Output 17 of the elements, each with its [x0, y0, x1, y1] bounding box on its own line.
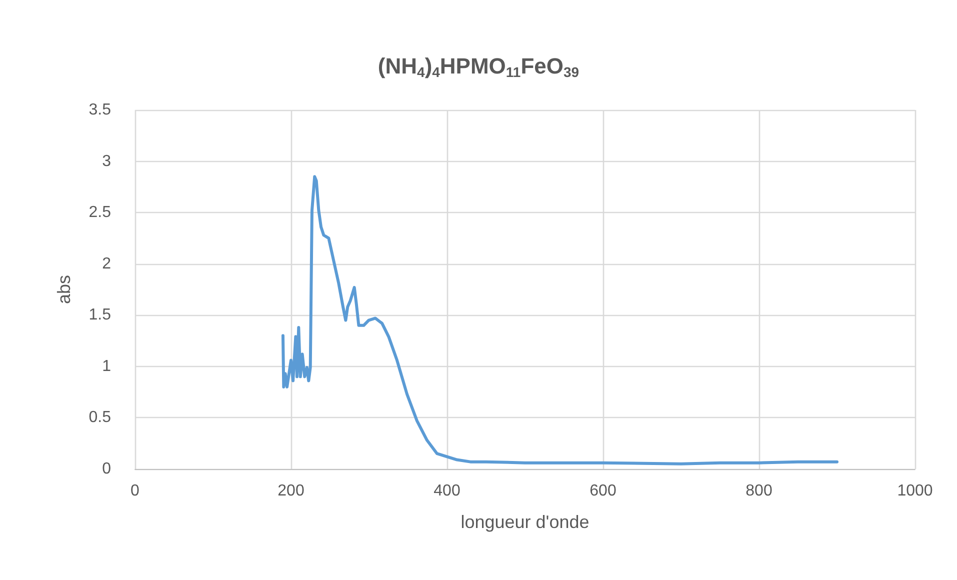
x-tick-label: 600: [590, 482, 616, 500]
y-tick-label: 1: [102, 358, 112, 375]
x-tick-label: 0: [130, 482, 140, 500]
y-tick-label: 2.5: [88, 204, 112, 222]
x-tick-label: 800: [746, 482, 772, 500]
x-tick-label: 200: [278, 482, 304, 500]
y-tick-label: 2: [102, 255, 112, 272]
y-tick-label: 0: [102, 460, 112, 478]
y-axis-title: abs: [54, 274, 74, 304]
y-tick-label: 0.5: [88, 409, 112, 426]
x-tick-label: 1000: [897, 482, 933, 500]
x-tick-label: 400: [434, 482, 460, 500]
line-series: [281, 175, 838, 466]
x-axis-title: longueur d'onde: [460, 512, 590, 532]
y-tick-label: 1.5: [88, 306, 112, 324]
y-tick-label: 3.5: [88, 102, 112, 118]
y-tick-label: 3: [102, 152, 112, 170]
